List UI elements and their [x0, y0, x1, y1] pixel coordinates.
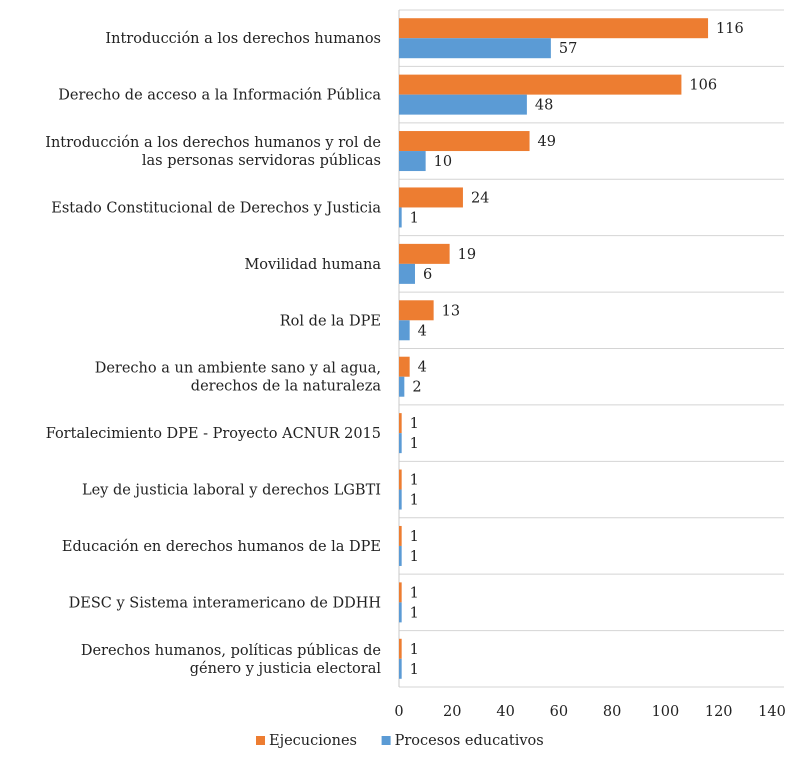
data-label: 6 [423, 267, 432, 283]
category-label: Movilidad humana [244, 257, 381, 273]
bar-ejecuciones [399, 638, 402, 659]
data-label: 1 [410, 529, 419, 545]
data-label: 4 [418, 323, 427, 339]
category-label: Fortalecimiento DPE - Proyecto ACNUR 201… [46, 426, 381, 442]
category-label: Rol de la DPE [280, 313, 381, 329]
category-label: Educación en derechos humanos de la DPE [62, 539, 381, 555]
category-label: Derecho a un ambiente sano y al agua, der… [95, 361, 382, 395]
bar-procesos-educativos [399, 658, 402, 679]
bar-ejecuciones [399, 74, 682, 95]
data-label: 10 [434, 154, 452, 170]
bar-procesos-educativos [399, 602, 402, 623]
bar-ejecuciones [399, 187, 463, 208]
x-tick-label: 100 [652, 704, 680, 720]
data-label: 1 [410, 662, 419, 678]
x-tick-label: 0 [394, 704, 403, 720]
bar-ejecuciones [399, 18, 709, 39]
data-label: 1 [410, 642, 419, 658]
category-label: DESC y Sistema interamericano de DDHH [69, 595, 381, 611]
bar-procesos-educativos [399, 151, 426, 172]
bar-ejecuciones [399, 413, 402, 434]
bar-ejecuciones [399, 131, 530, 152]
data-label: 1 [410, 473, 419, 489]
category-label: Ley de justicia laboral y derechos LGBTI [82, 483, 381, 499]
legend-swatch-ejecuciones [256, 736, 265, 745]
data-label: 24 [471, 190, 489, 206]
data-label: 1 [410, 585, 419, 601]
data-label: 106 [689, 78, 717, 94]
data-label: 1 [410, 416, 419, 432]
x-tick-label: 40 [496, 704, 514, 720]
data-label: 1 [410, 436, 419, 452]
data-label: 49 [538, 134, 556, 150]
data-label: 1 [410, 210, 419, 226]
bar-ejecuciones [399, 469, 402, 490]
bar-ejecuciones [399, 243, 450, 264]
bar-procesos-educativos [399, 94, 527, 115]
data-label: 57 [559, 41, 577, 57]
data-label: 1 [410, 549, 419, 565]
data-label: 2 [412, 380, 421, 396]
legend-label: Ejecuciones [269, 733, 357, 749]
bar-ejecuciones [399, 582, 402, 603]
bar-procesos-educativos [399, 38, 551, 59]
data-label: 1 [410, 605, 419, 621]
bar-ejecuciones [399, 356, 410, 377]
x-tick-label: 20 [443, 704, 461, 720]
x-tick-label: 80 [603, 704, 621, 720]
data-label: 116 [716, 21, 744, 37]
data-label: 48 [535, 98, 553, 114]
x-tick-label: 120 [705, 704, 733, 720]
bar-procesos-educativos [399, 263, 415, 284]
category-label: Derechos humanos, políticas públicas de g… [81, 643, 382, 677]
category-label: Estado Constitucional de Derechos y Just… [51, 200, 381, 216]
category-label: Derecho de acceso a la Información Públi… [58, 88, 381, 104]
bar-procesos-educativos [399, 433, 402, 454]
legend-swatch-procesos-educativos [381, 736, 391, 745]
data-label: 19 [458, 247, 476, 263]
bar-procesos-educativos [399, 207, 402, 228]
data-label: 4 [418, 360, 427, 376]
data-label: 1 [410, 493, 419, 509]
x-tick-label: 60 [550, 704, 568, 720]
data-label: 13 [442, 303, 460, 319]
bar-procesos-educativos [399, 376, 405, 397]
category-label: Introducción a los derechos humanos [105, 31, 381, 47]
category-label: Introducción a los derechos humanos y ro… [45, 135, 381, 169]
legend-label: Procesos educativos [395, 733, 544, 749]
bar-procesos-educativos [399, 545, 402, 566]
bar-procesos-educativos [399, 489, 402, 510]
bar-ejecuciones [399, 300, 434, 321]
x-tick-label: 140 [758, 704, 786, 720]
bar-ejecuciones [399, 525, 402, 546]
bar-procesos-educativos [399, 320, 410, 341]
